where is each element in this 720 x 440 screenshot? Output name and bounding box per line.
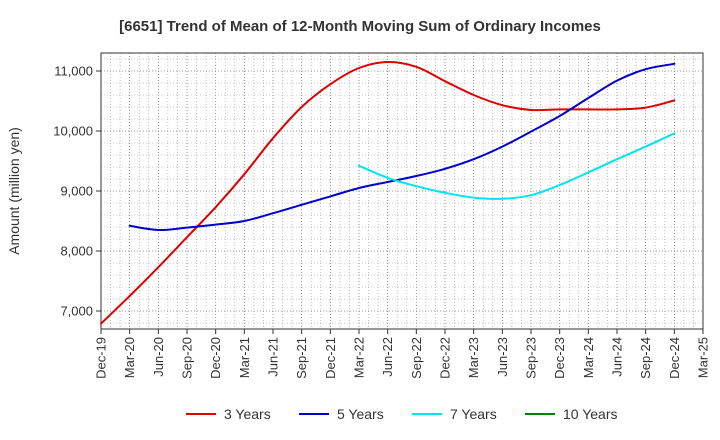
x-tick-label: Jun-20: [151, 337, 166, 377]
x-tick-label: Jun-22: [380, 337, 395, 377]
chart-title: [6651] Trend of Mean of 12-Month Moving …: [119, 18, 601, 35]
y-tick-label: 9,000: [60, 184, 93, 199]
x-tick-label: Mar-22: [352, 337, 367, 378]
x-tick-label: Mar-25: [696, 337, 711, 378]
x-tick-label: Sep-23: [524, 337, 539, 379]
x-tick-label: Mar-20: [122, 337, 137, 378]
x-tick-label: Mar-23: [466, 337, 481, 378]
series-line-3-years: [100, 60, 676, 325]
x-tick-label: Sep-24: [638, 337, 653, 379]
y-tick-label: 8,000: [60, 244, 93, 259]
x-tick-label: Mar-21: [237, 337, 252, 378]
x-tick-label: Jun-21: [266, 337, 281, 377]
x-tick-label: Mar-24: [581, 337, 596, 378]
legend-label-10-years: 10 Years: [563, 406, 618, 422]
x-tick-label: Dec-19: [94, 337, 109, 379]
x-tick-label: Dec-22: [438, 337, 453, 379]
x-tick-label: Jun-23: [495, 337, 510, 377]
legend-label-3-years: 3 Years: [224, 406, 271, 422]
series-line-7-years: [358, 132, 676, 200]
x-tick-label: Dec-21: [323, 337, 338, 379]
y-tick-label: 7,000: [60, 304, 93, 319]
plot-area: 7,000 8,000 9,000 10,000 11,000 Dec-19 Mar-20 J…: [53, 52, 711, 379]
x-tick-label: Dec-20: [208, 337, 223, 379]
y-tick-label: 11,000: [54, 64, 93, 79]
x-tick-label: Sep-20: [180, 337, 195, 379]
y-tick-label: 10,000: [53, 124, 93, 139]
legend-label-7-years: 7 Years: [450, 406, 497, 422]
x-tick-label: Dec-24: [667, 337, 682, 379]
y-axis-label: Amount (million yen): [6, 127, 22, 255]
legend-label-5-years: 5 Years: [337, 406, 384, 422]
legend: 3 Years 5 Years 7 Years 10 Years: [186, 406, 618, 422]
x-tick-label: Jun-24: [610, 337, 625, 377]
series-line-5-years: [128, 62, 676, 232]
x-tick-label: Sep-22: [409, 337, 424, 379]
x-tick-label: Sep-21: [294, 337, 309, 379]
x-tick-label: Dec-23: [552, 337, 567, 379]
